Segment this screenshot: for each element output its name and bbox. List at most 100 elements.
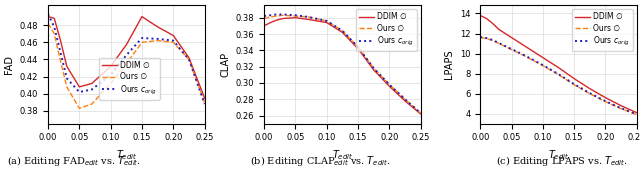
Ours $c_{orig}$ bbox=[370, 67, 378, 69]
DDIM ∅ bbox=[323, 21, 331, 24]
Ours $c_{orig}$ bbox=[138, 37, 146, 39]
DDIM ∅ bbox=[185, 57, 193, 59]
DDIM ∅ bbox=[292, 17, 300, 19]
Ours $c_{orig}$ bbox=[555, 73, 563, 75]
DDIM ∅ bbox=[76, 86, 83, 88]
X-axis label: $T_{edit}$: $T_{edit}$ bbox=[116, 148, 137, 162]
Text: (b) Editing CLAP$_{edit}$ vs. $T_{edit}$.: (b) Editing CLAP$_{edit}$ vs. $T_{edit}$… bbox=[250, 154, 390, 168]
Ours ∅ bbox=[88, 103, 96, 105]
Line: Ours ∅: Ours ∅ bbox=[480, 37, 637, 115]
Ours $c_{orig}$ bbox=[304, 16, 312, 18]
Ours ∅ bbox=[266, 16, 274, 18]
Ours ∅ bbox=[292, 15, 300, 17]
DDIM ∅ bbox=[107, 65, 115, 67]
Ours ∅ bbox=[618, 108, 625, 110]
DDIM ∅ bbox=[489, 22, 497, 25]
DDIM ∅ bbox=[273, 19, 280, 21]
DDIM ∅ bbox=[201, 97, 209, 99]
Ours $c_{orig}$ bbox=[107, 74, 115, 76]
DDIM ∅ bbox=[483, 17, 490, 20]
Ours ∅ bbox=[170, 41, 177, 43]
DDIM ∅ bbox=[539, 56, 547, 59]
Ours ∅ bbox=[586, 93, 594, 95]
Ours ∅ bbox=[76, 107, 83, 109]
DDIM ∅ bbox=[586, 88, 594, 90]
Ours ∅ bbox=[633, 114, 640, 116]
DDIM ∅ bbox=[401, 100, 409, 102]
DDIM ∅ bbox=[520, 44, 528, 47]
Ours ∅ bbox=[555, 74, 563, 76]
Line: Ours ∅: Ours ∅ bbox=[264, 15, 420, 113]
Ours $c_{orig}$ bbox=[495, 42, 503, 44]
Ours $c_{orig}$ bbox=[201, 103, 209, 105]
DDIM ∅ bbox=[122, 44, 130, 46]
Ours ∅ bbox=[339, 30, 346, 32]
Ours ∅ bbox=[476, 36, 484, 39]
Ours ∅ bbox=[539, 65, 547, 67]
Line: DDIM ∅: DDIM ∅ bbox=[480, 15, 637, 113]
DDIM ∅ bbox=[44, 15, 52, 18]
Ours $c_{orig}$ bbox=[44, 13, 52, 15]
Ours ∅ bbox=[508, 48, 515, 51]
Ours ∅ bbox=[201, 101, 209, 103]
DDIM ∅ bbox=[170, 34, 177, 37]
Ours $c_{orig}$ bbox=[266, 14, 274, 16]
DDIM ∅ bbox=[266, 21, 274, 24]
Ours $c_{orig}$ bbox=[570, 83, 578, 85]
DDIM ∅ bbox=[417, 113, 424, 115]
DDIM ∅ bbox=[260, 25, 268, 27]
Ours ∅ bbox=[279, 14, 287, 16]
Ours ∅ bbox=[520, 54, 528, 57]
Ours ∅ bbox=[385, 84, 393, 86]
DDIM ∅ bbox=[570, 78, 578, 80]
Ours $c_{orig}$ bbox=[489, 39, 497, 41]
DDIM ∅ bbox=[57, 39, 65, 42]
Ours $c_{orig}$ bbox=[401, 98, 409, 100]
Ours $c_{orig}$ bbox=[185, 58, 193, 61]
Ours ∅ bbox=[63, 86, 70, 88]
Ours ∅ bbox=[370, 67, 378, 69]
Ours $c_{orig}$ bbox=[63, 77, 70, 79]
DDIM ∅ bbox=[354, 48, 362, 50]
Ours $c_{orig}$ bbox=[339, 30, 346, 32]
X-axis label: $T_{edit}$: $T_{edit}$ bbox=[332, 148, 353, 162]
Ours $c_{orig}$ bbox=[633, 113, 640, 115]
Ours ∅ bbox=[483, 37, 490, 40]
Ours ∅ bbox=[417, 112, 424, 114]
Line: DDIM ∅: DDIM ∅ bbox=[48, 17, 205, 98]
Ours $c_{orig}$ bbox=[618, 107, 625, 109]
Ours ∅ bbox=[107, 82, 115, 85]
Y-axis label: CLAP: CLAP bbox=[220, 52, 230, 77]
Ours $c_{orig}$ bbox=[122, 54, 130, 56]
Ours $c_{orig}$ bbox=[88, 88, 96, 91]
Text: (c) Editing LPAPS vs. $T_{edit}$.: (c) Editing LPAPS vs. $T_{edit}$. bbox=[496, 154, 628, 168]
Ours ∅ bbox=[304, 16, 312, 18]
DDIM ∅ bbox=[279, 17, 287, 20]
Ours $c_{orig}$ bbox=[602, 100, 609, 102]
Ours $c_{orig}$ bbox=[76, 91, 83, 93]
DDIM ∅ bbox=[138, 15, 146, 18]
Ours ∅ bbox=[495, 42, 503, 45]
Ours $c_{orig}$ bbox=[51, 26, 58, 28]
DDIM ∅ bbox=[508, 36, 515, 39]
Ours $c_{orig}$ bbox=[273, 13, 280, 15]
DDIM ∅ bbox=[339, 31, 346, 33]
Ours $c_{orig}$ bbox=[520, 54, 528, 56]
DDIM ∅ bbox=[63, 65, 70, 67]
Ours $c_{orig}$ bbox=[354, 46, 362, 48]
Ours $c_{orig}$ bbox=[539, 64, 547, 66]
Ours $c_{orig}$ bbox=[170, 39, 177, 42]
Ours $c_{orig}$ bbox=[586, 92, 594, 94]
Ours ∅ bbox=[51, 33, 58, 35]
Legend: DDIM ∅, Ours ∅, Ours $c_{orig}$: DDIM ∅, Ours ∅, Ours $c_{orig}$ bbox=[99, 58, 160, 100]
Legend: DDIM ∅, Ours ∅, Ours $c_{orig}$: DDIM ∅, Ours ∅, Ours $c_{orig}$ bbox=[356, 9, 417, 51]
Ours ∅ bbox=[489, 39, 497, 42]
Line: Ours $c_{orig}$: Ours $c_{orig}$ bbox=[264, 14, 420, 113]
Ours ∅ bbox=[122, 63, 130, 65]
Ours ∅ bbox=[323, 20, 331, 22]
Ours $c_{orig}$ bbox=[385, 84, 393, 86]
Legend: DDIM ∅, Ours ∅, Ours $c_{orig}$: DDIM ∅, Ours ∅, Ours $c_{orig}$ bbox=[572, 9, 633, 51]
Ours ∅ bbox=[602, 101, 609, 103]
Ours $c_{orig}$ bbox=[417, 112, 424, 114]
Line: Ours $c_{orig}$: Ours $c_{orig}$ bbox=[480, 37, 637, 114]
